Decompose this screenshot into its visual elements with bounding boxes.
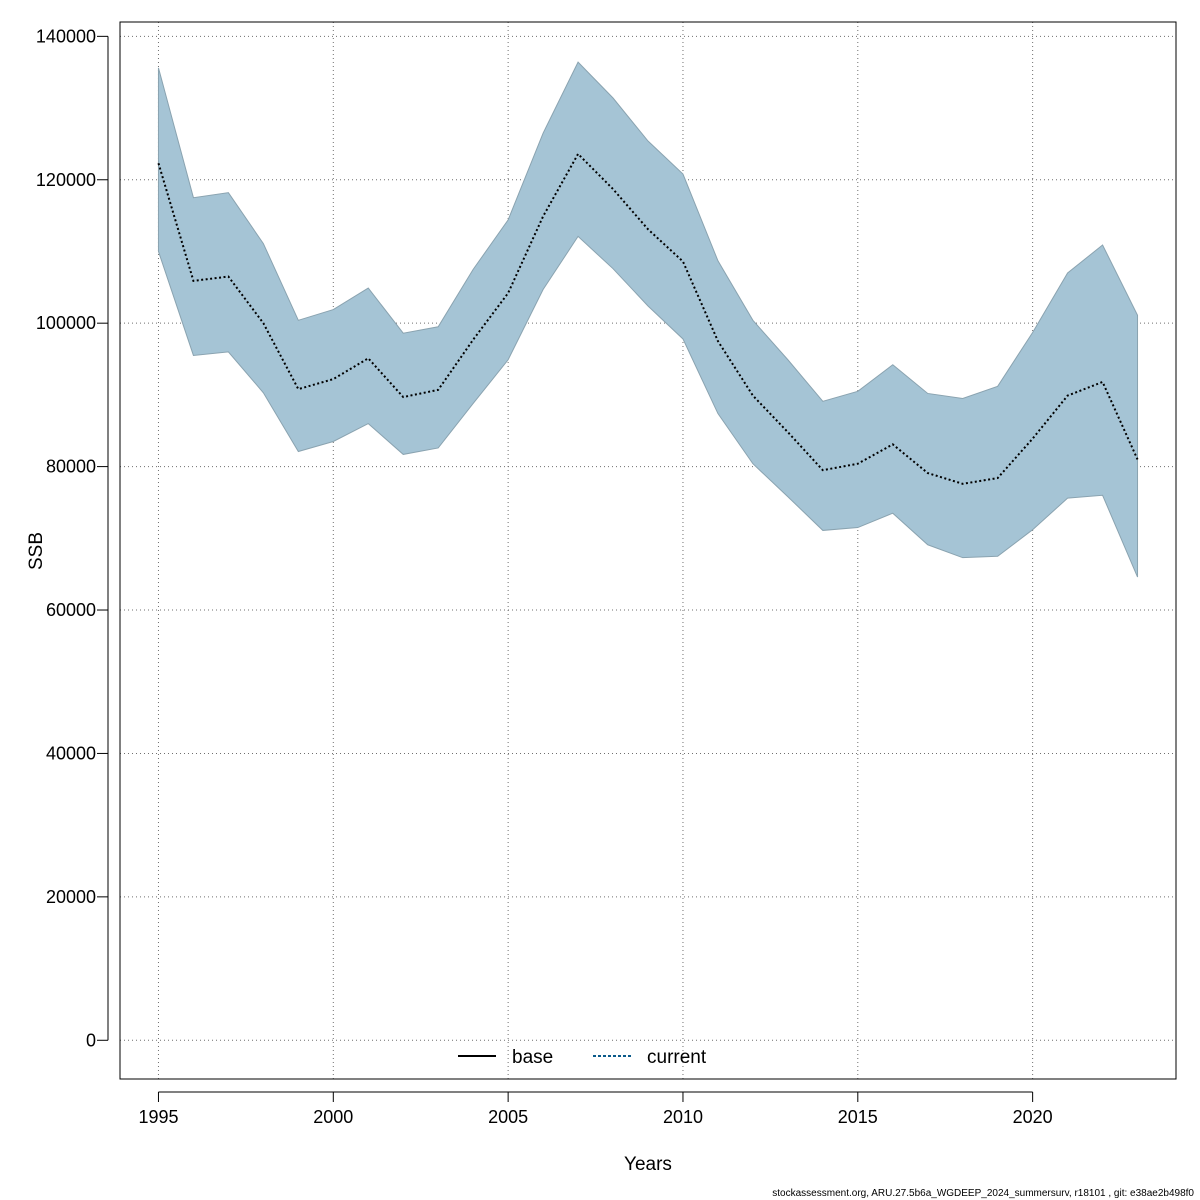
- y-tick-label: 140000: [36, 26, 96, 46]
- plot-frame: [119, 21, 1177, 1080]
- y-tick-label: 40000: [46, 743, 96, 763]
- legend-label-base: base: [512, 1047, 553, 1068]
- confidence-band-layer: [157, 61, 1139, 578]
- x-tick-label: 2005: [488, 1107, 528, 1127]
- x-tick-label: 2010: [663, 1107, 703, 1127]
- y-axis-title: SSB: [26, 532, 47, 570]
- y-tick-label: 0: [86, 1030, 96, 1050]
- confidence-band: [157, 61, 1139, 578]
- footer-credit: stockassessment.org, ARU.27.5b6a_WGDEEP_…: [772, 1188, 1194, 1199]
- series-line-current: [157, 152, 1139, 485]
- axis-layer: 0 20000 40000 60000 80000 100000 120000 140000 1…: [36, 26, 1053, 1127]
- x-tick-label: 2015: [838, 1107, 878, 1127]
- y-tick-label: 80000: [46, 457, 96, 477]
- y-tick-label: 120000: [36, 170, 96, 190]
- x-tick-label: 2020: [1013, 1107, 1053, 1127]
- y-tick-label: 100000: [36, 313, 96, 333]
- legend: base current: [458, 1047, 707, 1068]
- y-tick-label: 20000: [46, 887, 96, 907]
- x-axis-title: Years: [624, 1154, 672, 1175]
- y-tick-label: 60000: [46, 600, 96, 620]
- legend-label-current: current: [647, 1047, 707, 1068]
- x-tick-label: 1995: [138, 1107, 178, 1127]
- series-line-layer: [157, 152, 1139, 485]
- x-tick-label: 2000: [313, 1107, 353, 1127]
